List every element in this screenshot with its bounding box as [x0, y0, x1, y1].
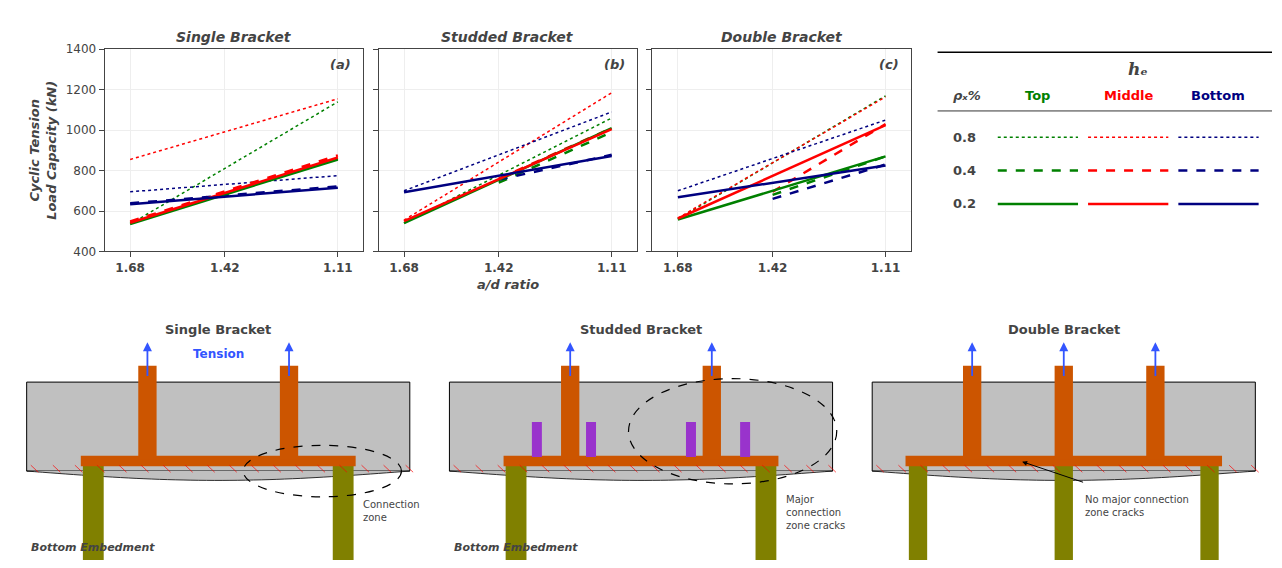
svg-text:Double Bracket: Double Bracket	[1008, 322, 1120, 337]
svg-text:Bottom Embedment: Bottom Embedment	[454, 541, 578, 554]
svg-text:Bottom Embedment: Bottom Embedment	[31, 541, 155, 554]
svg-text:Studded Bracket: Studded Bracket	[580, 322, 702, 337]
svg-text:1.42: 1.42	[210, 261, 240, 275]
svg-text:Cyclic TensionLoad Capacity (k: Cyclic TensionLoad Capacity (kN)	[27, 81, 59, 220]
svg-text:1000: 1000	[66, 123, 97, 137]
svg-text:1400: 1400	[66, 42, 97, 56]
svg-text:1.68: 1.68	[115, 261, 145, 275]
svg-text:(a): (a)	[330, 57, 351, 72]
svg-text:Connectionzone: Connectionzone	[363, 499, 420, 523]
svg-text:1.42: 1.42	[758, 261, 788, 275]
svg-text:Double Bracket: Double Bracket	[721, 29, 843, 45]
svg-text:Single Bracket: Single Bracket	[165, 322, 271, 337]
svg-text:1.68: 1.68	[663, 261, 693, 275]
svg-text:Single Bracket: Single Bracket	[176, 29, 292, 45]
svg-text:a/d ratio: a/d ratio	[477, 277, 539, 292]
svg-text:400: 400	[73, 245, 96, 259]
svg-text:800: 800	[73, 164, 96, 178]
svg-text:1.11: 1.11	[871, 261, 901, 275]
svg-text:1.11: 1.11	[323, 261, 353, 275]
svg-text:600: 600	[73, 204, 96, 218]
svg-text:Bottom: Bottom	[1191, 88, 1245, 103]
svg-text:(c): (c)	[879, 57, 899, 72]
svg-text:1.11: 1.11	[597, 261, 627, 275]
svg-text:(b): (b)	[604, 57, 625, 72]
svg-text:Middle: Middle	[1104, 88, 1153, 103]
svg-text:Top: Top	[1025, 88, 1050, 103]
svg-text:ρₓ%: ρₓ%	[953, 88, 981, 103]
svg-text:1200: 1200	[66, 83, 97, 97]
svg-text:1.68: 1.68	[389, 261, 419, 275]
svg-text:0.4: 0.4	[953, 163, 976, 178]
svg-text:Tension: Tension	[193, 347, 244, 361]
svg-text:No major connectionzone cracks: No major connectionzone cracks	[1085, 494, 1189, 518]
svg-text:Studded Bracket: Studded Bracket	[441, 29, 574, 45]
svg-text:hₑ: hₑ	[1128, 59, 1148, 79]
svg-text:1.42: 1.42	[484, 261, 514, 275]
svg-text:Majorconnectionzone cracks: Majorconnectionzone cracks	[786, 494, 845, 531]
svg-text:0.8: 0.8	[953, 130, 976, 145]
svg-text:0.2: 0.2	[953, 196, 976, 211]
